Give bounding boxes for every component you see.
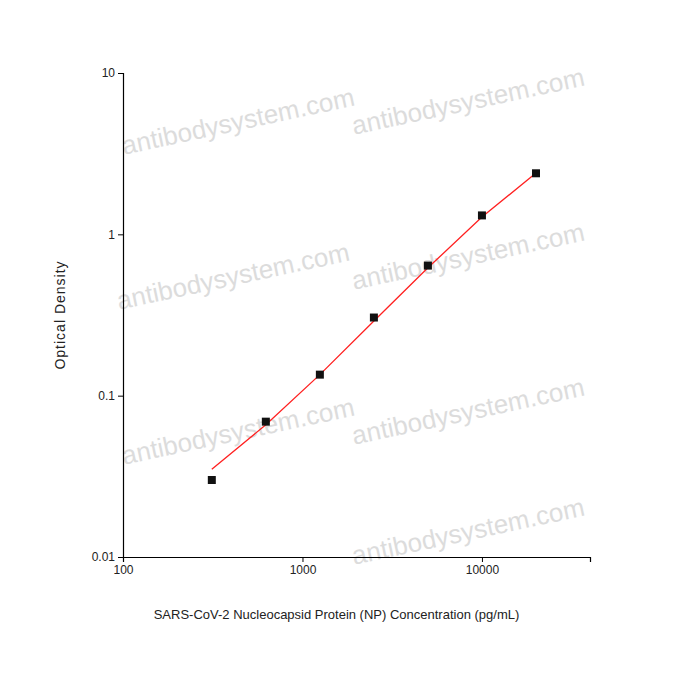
data-point — [370, 314, 378, 322]
watermark: antibodysystem.com — [349, 492, 587, 571]
tick-mark — [482, 557, 483, 562]
data-point — [208, 476, 216, 484]
tick-label: 0.1 — [98, 389, 115, 403]
watermark: antibodysystem.com — [114, 237, 352, 316]
data-point — [478, 211, 486, 219]
tick-mark — [302, 557, 303, 562]
tick: 1 — [108, 228, 123, 242]
axis-line — [124, 558, 591, 563]
data-point — [424, 262, 432, 270]
tick: 100 — [113, 557, 133, 577]
watermark: antibodysystem.com — [119, 82, 357, 161]
tick-label: 100 — [113, 563, 133, 577]
tick: 0.1 — [98, 389, 123, 403]
data-point — [262, 418, 270, 426]
x-axis: 100 1000 10000 — [113, 557, 590, 577]
data-point — [316, 371, 324, 379]
watermark: antibodysystem.com — [349, 372, 587, 451]
fit-line — [212, 173, 536, 469]
tick-label: 10000 — [466, 563, 500, 577]
x-axis-title: SARS-CoV-2 Nucleocapsid Protein (NP) Con… — [154, 607, 520, 622]
plot-area — [208, 169, 540, 484]
tick-label: 1 — [108, 228, 115, 242]
axis-line — [118, 74, 124, 558]
tick-mark — [118, 557, 123, 558]
watermarks: antibodysystem.comantibodysystem.comanti… — [114, 62, 587, 571]
tick: 10000 — [466, 557, 500, 577]
tick-label: 0.01 — [92, 550, 116, 564]
tick: 0.01 — [92, 550, 123, 564]
watermark: antibodysystem.com — [349, 217, 587, 296]
tick-mark — [118, 73, 123, 74]
tick: 1000 — [290, 557, 317, 577]
tick-label: 1000 — [290, 563, 317, 577]
tick: 10 — [102, 66, 123, 80]
tick-mark — [118, 396, 123, 397]
watermark: antibodysystem.com — [119, 392, 357, 471]
tick-mark — [118, 234, 123, 235]
y-axis-title: Optical Density — [52, 260, 68, 369]
data-point — [532, 169, 540, 177]
watermark: antibodysystem.com — [349, 62, 587, 141]
tick-label: 10 — [102, 66, 116, 80]
y-axis: 0.01 0.1 1 10 — [92, 66, 124, 564]
